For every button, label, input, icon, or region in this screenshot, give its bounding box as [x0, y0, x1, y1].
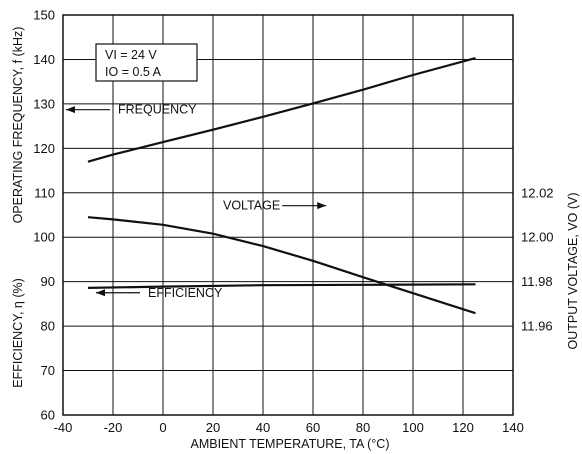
series-line-efficiency — [87, 283, 476, 289]
x-tick-label: 80 — [356, 420, 370, 435]
x-tick-label: 120 — [452, 420, 474, 435]
y2-tick-label: 11.96 — [521, 319, 553, 334]
y-axis-title-frequency: OPERATING FREQUENCY, f (kHz) — [11, 27, 25, 224]
y-axis-title-output-voltage: OUTPUT VOLTAGE, VO (V) — [566, 193, 580, 350]
series-line-voltage — [87, 216, 476, 315]
y-tick-label: 130 — [33, 96, 55, 111]
x-tick-label: 20 — [206, 420, 220, 435]
annotation-arrowhead — [96, 289, 105, 297]
annotation-layer: FREQUENCY VOLTAGE EFFICIENCY — [66, 103, 327, 300]
y-tick-label: 90 — [41, 274, 55, 289]
condition-input-voltage: VI = 24 V — [105, 48, 157, 62]
grid-layer — [62, 14, 514, 416]
y-tick-label: 80 — [41, 319, 55, 334]
annotation-frequency: FREQUENCY — [118, 103, 197, 117]
label-layer: -40 -20 0 20 40 60 80 100 120 140 60 70 80 90 100 110 12… — [33, 8, 553, 436]
y2-tick-label: 12.00 — [521, 230, 554, 245]
x-tick-label: 0 — [159, 420, 166, 435]
y-tick-label: 60 — [41, 408, 55, 423]
y2-tick-label: 12.02 — [521, 185, 554, 200]
y-tick-label: 150 — [33, 8, 55, 23]
annotation-voltage: VOLTAGE — [223, 199, 280, 213]
x-axis-title: AMBIENT TEMPERATURE, TA (°C) — [190, 437, 389, 451]
condition-output-current: IO = 0.5 A — [105, 65, 162, 79]
series-line-frequency — [87, 57, 476, 163]
y2-tick-label: 11.98 — [521, 274, 553, 289]
annotation-arrowhead — [66, 106, 75, 114]
x-tick-label: 60 — [306, 420, 320, 435]
conditions-box: VI = 24 V IO = 0.5 A — [95, 43, 198, 82]
x-tick-label: 40 — [256, 420, 270, 435]
y-tick-label: 70 — [41, 363, 55, 378]
y-tick-label: 120 — [33, 141, 55, 156]
x-tick-label: 100 — [402, 420, 424, 435]
plot-frame — [62, 14, 514, 416]
x-tick-label: -40 — [54, 420, 73, 435]
annotation-arrowhead — [317, 202, 327, 210]
y-tick-label: 110 — [34, 185, 55, 200]
y-tick-label: 100 — [33, 230, 55, 245]
annotation-efficiency: EFFICIENCY — [148, 286, 223, 300]
x-tick-label: 140 — [502, 420, 524, 435]
curve-layer — [87, 57, 476, 315]
y-tick-label: 140 — [33, 52, 55, 67]
x-tick-label: -20 — [104, 420, 123, 435]
y-axis-title-efficiency: EFFICIENCY, η (%) — [11, 278, 25, 388]
